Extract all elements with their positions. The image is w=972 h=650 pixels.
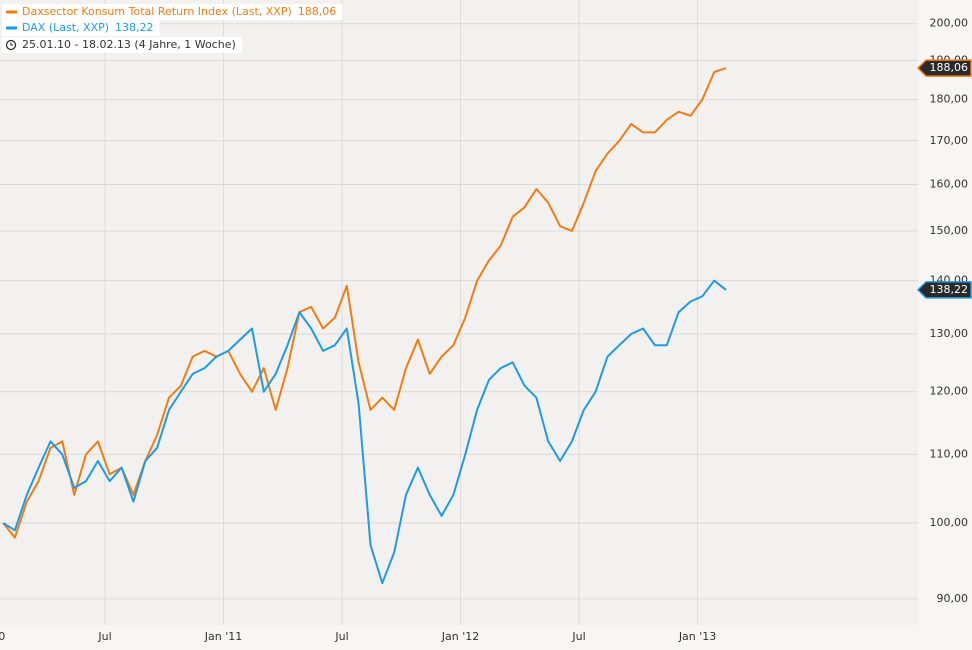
x-tick-label: Jan '10 — [0, 630, 5, 643]
subtitle-bg — [2, 37, 242, 53]
y-tick-label: 150,00 — [930, 224, 969, 237]
clock-hand — [10, 42, 13, 46]
x-tick-label: Jul — [334, 630, 348, 643]
legend-value: 188,06 — [298, 5, 337, 18]
legend-value: 138,22 — [115, 21, 154, 34]
x-tick-label: Jul — [571, 630, 585, 643]
x-tick-label: Jan '12 — [441, 630, 479, 643]
legend-label: Daxsector Konsum Total Return Index (Las… — [22, 5, 292, 18]
y-tick-label: 180,00 — [930, 93, 969, 106]
last-value-tag — [916, 281, 972, 299]
y-tick-label: 120,00 — [930, 385, 969, 398]
x-tick-label: Jan '13 — [678, 630, 716, 643]
axis-area — [0, 625, 918, 650]
last-value-label: 138,22 — [930, 283, 969, 296]
y-tick-label: 110,00 — [930, 447, 969, 460]
last-value-tag — [916, 59, 972, 77]
y-tick-label: 200,00 — [930, 17, 969, 30]
y-tick-label: 90,00 — [937, 592, 969, 605]
clock-icon — [5, 39, 17, 51]
legend-label: DAX (Last, XXP) — [22, 21, 109, 34]
plot-area — [0, 0, 918, 625]
x-tick-label: Jul — [97, 630, 111, 643]
y-tick-label: 130,00 — [930, 327, 969, 340]
last-value-label: 188,06 — [930, 61, 969, 74]
subtitle: 25.01.10 - 18.02.13 (4 Jahre, 1 Woche) — [22, 38, 236, 51]
y-tick-label: 100,00 — [930, 516, 969, 529]
x-tick-label: Jan '11 — [204, 630, 242, 643]
axis-area — [918, 0, 972, 650]
series-line — [2, 279, 727, 585]
y-tick-label: 170,00 — [930, 134, 969, 147]
y-tick-label: 160,00 — [930, 177, 969, 190]
legend-bg — [2, 20, 160, 36]
legend-bg — [2, 4, 343, 20]
